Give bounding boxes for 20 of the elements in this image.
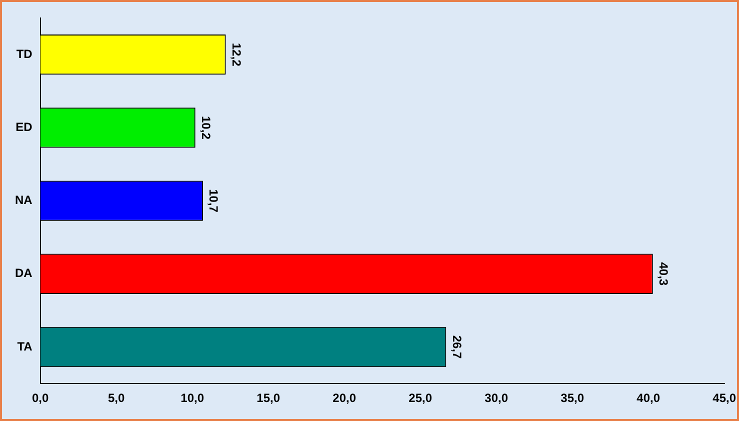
y-tick-label: ED (16, 120, 33, 134)
x-tick-label: 0,0 (32, 391, 49, 406)
data-label: 10,2 (199, 116, 214, 140)
x-tick-label: 30,0 (484, 391, 508, 406)
data-label: 10,7 (206, 189, 221, 213)
y-tick-label: NA (14, 193, 33, 208)
x-tick-label: 35,0 (560, 391, 584, 406)
x-tick-label: 25,0 (408, 391, 432, 406)
y-tick-label: TD (16, 46, 33, 61)
y-tick-label: TA (17, 339, 33, 354)
data-label: 12,2 (229, 42, 244, 67)
y-tick-label: DA (14, 266, 33, 280)
data-label: 26,7 (450, 335, 464, 360)
data-label: 40,3 (656, 262, 671, 286)
x-tick-label: 10,0 (180, 391, 204, 406)
x-tick-label: 5,0 (108, 391, 125, 406)
x-tick-label: 40,0 (636, 391, 660, 406)
x-tick-label: 20,0 (332, 391, 356, 406)
x-tick-label: 15,0 (256, 391, 280, 406)
x-tick-label: 45,0 (712, 391, 736, 406)
